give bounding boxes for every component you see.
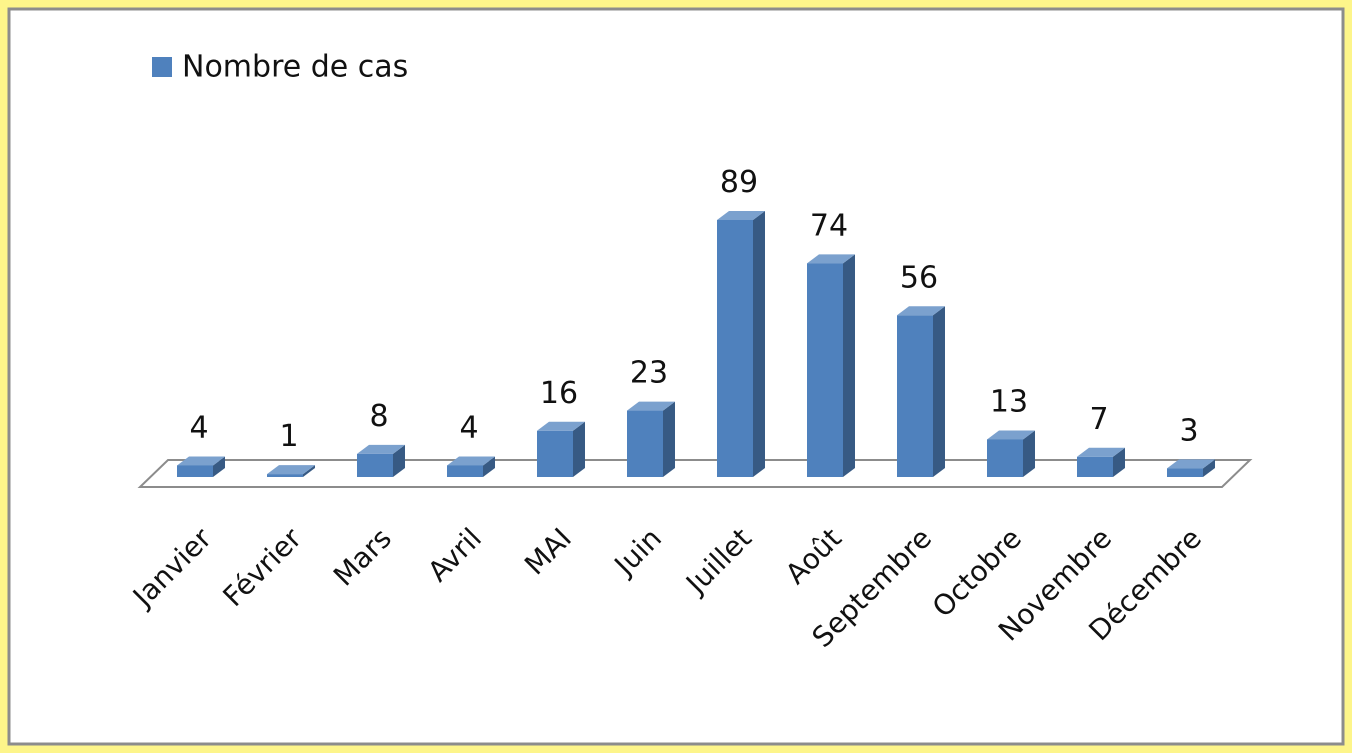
value-label: 16 bbox=[540, 376, 578, 411]
legend-label: Nombre de cas bbox=[182, 50, 408, 85]
bar-side bbox=[303, 465, 315, 477]
bar bbox=[627, 410, 663, 477]
value-label: 56 bbox=[900, 260, 938, 295]
bar-top bbox=[1167, 459, 1215, 469]
bar-top bbox=[897, 306, 945, 316]
bar bbox=[807, 263, 843, 477]
bar-top bbox=[177, 456, 225, 466]
value-label: 13 bbox=[990, 384, 1028, 419]
value-label: 4 bbox=[189, 410, 208, 445]
bar bbox=[267, 474, 303, 477]
bar bbox=[447, 465, 483, 477]
bar-side bbox=[1113, 447, 1125, 477]
value-label: 89 bbox=[720, 165, 758, 200]
bar-top bbox=[1077, 447, 1125, 457]
bar-side bbox=[573, 421, 585, 477]
bar bbox=[897, 315, 933, 477]
bar-side bbox=[483, 456, 495, 477]
plot-frame bbox=[7, 7, 1345, 746]
bar-top bbox=[447, 456, 495, 466]
floor bbox=[137, 459, 1253, 488]
bar-top bbox=[807, 254, 855, 264]
bar-side bbox=[663, 401, 675, 477]
bar-side bbox=[753, 211, 765, 477]
bar-top bbox=[267, 465, 315, 475]
legend-swatch bbox=[152, 57, 172, 77]
bar-side bbox=[213, 456, 225, 477]
bar-top bbox=[717, 211, 765, 220]
bar-top bbox=[357, 444, 405, 454]
bar bbox=[177, 465, 213, 477]
bar bbox=[987, 439, 1023, 477]
bar bbox=[1077, 456, 1113, 477]
value-label: 7 bbox=[1089, 402, 1108, 437]
value-label: 1 bbox=[279, 419, 298, 454]
bar-side bbox=[843, 254, 855, 477]
value-label: 3 bbox=[1179, 413, 1198, 448]
bar-top bbox=[537, 421, 585, 431]
bar bbox=[1167, 468, 1203, 477]
bar-side bbox=[1023, 430, 1035, 477]
value-label: 23 bbox=[630, 356, 668, 391]
value-label: 8 bbox=[369, 399, 388, 434]
value-label: 4 bbox=[459, 410, 478, 445]
bar bbox=[357, 453, 393, 477]
bar-side bbox=[1203, 459, 1215, 477]
bar-top bbox=[987, 430, 1035, 440]
bar bbox=[537, 430, 573, 477]
bar bbox=[717, 220, 753, 477]
value-label: 74 bbox=[810, 208, 848, 243]
bar-side bbox=[933, 306, 945, 477]
bar-top bbox=[627, 401, 675, 411]
bar-side bbox=[393, 444, 405, 477]
